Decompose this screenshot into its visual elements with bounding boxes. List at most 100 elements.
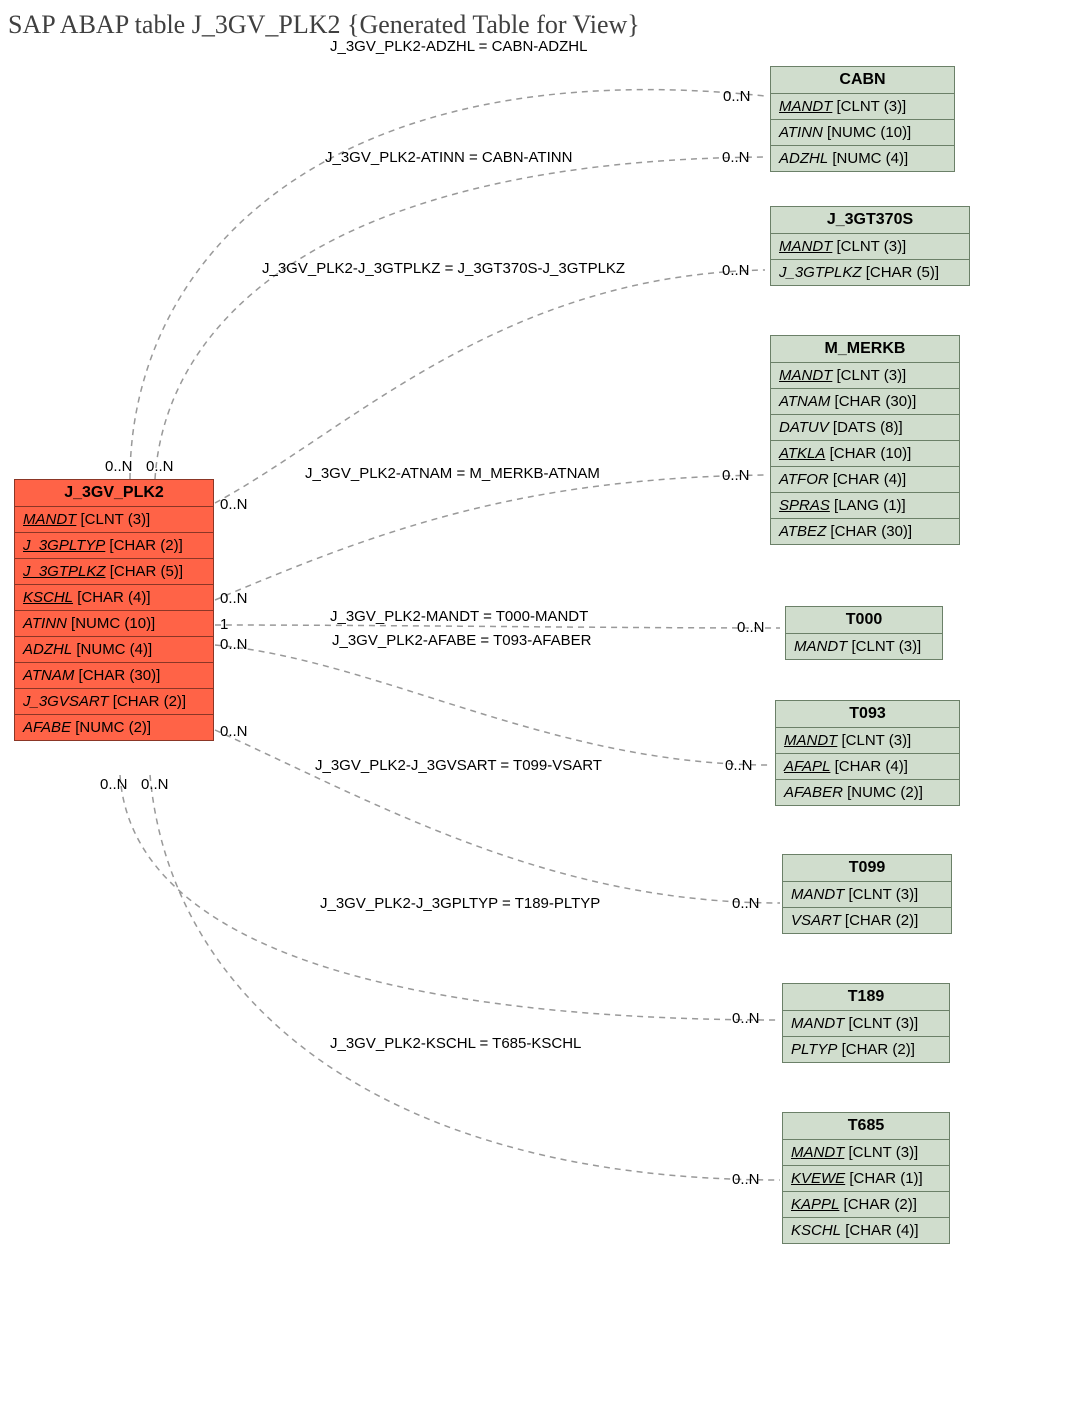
entity-t093: T093MANDT [CLNT (3)]AFAPL [CHAR (4)]AFAB… bbox=[775, 700, 960, 806]
field-row: VSART [CHAR (2)] bbox=[783, 908, 951, 933]
field-name: AFAPL bbox=[784, 758, 830, 775]
field-row: KAPPL [CHAR (2)] bbox=[783, 1192, 949, 1218]
field-type: [CHAR (5)] bbox=[106, 563, 184, 580]
field-type: [CLNT (3)] bbox=[832, 98, 906, 115]
field-row: MANDT [CLNT (3)] bbox=[776, 728, 959, 754]
field-type: [NUMC (2)] bbox=[843, 784, 923, 801]
relation-label: J_3GV_PLK2-J_3GVSART = T099-VSART bbox=[315, 757, 602, 774]
entity-header: M_MERKB bbox=[771, 336, 959, 363]
field-row: SPRAS [LANG (1)] bbox=[771, 493, 959, 519]
cardinality-label: 0..N bbox=[732, 895, 760, 912]
field-name: SPRAS bbox=[779, 497, 830, 514]
cardinality-label: 0..N bbox=[725, 757, 753, 774]
field-row: MANDT [CLNT (3)] bbox=[783, 1140, 949, 1166]
field-name: J_3GTPLKZ bbox=[23, 563, 106, 580]
field-type: [LANG (1)] bbox=[830, 497, 906, 514]
field-row: ADZHL [NUMC (4)] bbox=[15, 637, 213, 663]
field-name: MANDT bbox=[779, 367, 832, 384]
field-name: KVEWE bbox=[791, 1170, 845, 1187]
entity-header: J_3GV_PLK2 bbox=[15, 480, 213, 507]
field-name: PLTYP bbox=[791, 1041, 837, 1058]
field-row: AFABER [NUMC (2)] bbox=[776, 780, 959, 805]
field-name: AFABER bbox=[784, 784, 843, 801]
field-row: MANDT [CLNT (3)] bbox=[783, 1011, 949, 1037]
entity-t189: T189MANDT [CLNT (3)]PLTYP [CHAR (2)] bbox=[782, 983, 950, 1063]
entity-header: CABN bbox=[771, 67, 954, 94]
field-type: [DATS (8)] bbox=[829, 419, 903, 436]
field-row: KVEWE [CHAR (1)] bbox=[783, 1166, 949, 1192]
field-type: [CHAR (4)] bbox=[830, 758, 908, 775]
cardinality-label: 0..N bbox=[722, 149, 750, 166]
field-name: ATNAM bbox=[779, 393, 830, 410]
relation-label: J_3GV_PLK2-J_3GTPLKZ = J_3GT370S-J_3GTPL… bbox=[262, 260, 625, 277]
field-type: [CHAR (4)] bbox=[829, 471, 907, 488]
field-type: [CLNT (3)] bbox=[837, 732, 911, 749]
field-type: [NUMC (4)] bbox=[72, 641, 152, 658]
field-name: ATBEZ bbox=[779, 523, 826, 540]
entity-t000: T000MANDT [CLNT (3)] bbox=[785, 606, 943, 660]
field-type: [CHAR (2)] bbox=[105, 537, 183, 554]
field-name: MANDT bbox=[791, 1144, 844, 1161]
field-name: KAPPL bbox=[791, 1196, 839, 1213]
field-name: ATKLA bbox=[779, 445, 825, 462]
field-row: J_3GTPLKZ [CHAR (5)] bbox=[771, 260, 969, 285]
field-row: DATUV [DATS (8)] bbox=[771, 415, 959, 441]
field-row: PLTYP [CHAR (2)] bbox=[783, 1037, 949, 1062]
field-row: MANDT [CLNT (3)] bbox=[783, 882, 951, 908]
entity-m_merkb: M_MERKBMANDT [CLNT (3)]ATNAM [CHAR (30)]… bbox=[770, 335, 960, 545]
field-type: [CLNT (3)] bbox=[844, 886, 918, 903]
entity-header: T685 bbox=[783, 1113, 949, 1140]
field-type: [CLNT (3)] bbox=[832, 367, 906, 384]
field-type: [CHAR (4)] bbox=[73, 589, 151, 606]
cardinality-label: 0..N bbox=[146, 458, 174, 475]
cardinality-label: 0..N bbox=[220, 723, 248, 740]
field-row: ATNAM [CHAR (30)] bbox=[15, 663, 213, 689]
field-name: ATNAM bbox=[23, 667, 74, 684]
entity-header: T189 bbox=[783, 984, 949, 1011]
field-name: ADZHL bbox=[779, 150, 828, 167]
entity-header: J_3GT370S bbox=[771, 207, 969, 234]
field-row: MANDT [CLNT (3)] bbox=[771, 363, 959, 389]
field-name: KSCHL bbox=[23, 589, 73, 606]
field-row: AFABE [NUMC (2)] bbox=[15, 715, 213, 740]
relation-label: J_3GV_PLK2-ATNAM = M_MERKB-ATNAM bbox=[305, 465, 600, 482]
field-row: ATINN [NUMC (10)] bbox=[771, 120, 954, 146]
cardinality-label: 0..N bbox=[722, 467, 750, 484]
cardinality-label: 0..N bbox=[723, 88, 751, 105]
cardinality-label: 0..N bbox=[722, 262, 750, 279]
field-row: J_3GPLTYP [CHAR (2)] bbox=[15, 533, 213, 559]
field-name: MANDT bbox=[779, 98, 832, 115]
field-type: [CLNT (3)] bbox=[844, 1144, 918, 1161]
field-type: [CHAR (30)] bbox=[830, 393, 916, 410]
field-name: MANDT bbox=[779, 238, 832, 255]
cardinality-label: 1 bbox=[220, 616, 228, 633]
field-name: AFABE bbox=[23, 719, 71, 736]
field-type: [NUMC (10)] bbox=[67, 615, 155, 632]
cardinality-label: 0..N bbox=[100, 776, 128, 793]
relation-label: J_3GV_PLK2-J_3GPLTYP = T189-PLTYP bbox=[320, 895, 600, 912]
field-name: MANDT bbox=[791, 1015, 844, 1032]
field-type: [CLNT (3)] bbox=[844, 1015, 918, 1032]
field-name: DATUV bbox=[779, 419, 829, 436]
field-name: VSART bbox=[791, 912, 841, 929]
field-type: [CHAR (1)] bbox=[845, 1170, 923, 1187]
field-row: MANDT [CLNT (3)] bbox=[786, 634, 942, 659]
field-type: [CHAR (10)] bbox=[825, 445, 911, 462]
field-type: [CHAR (2)] bbox=[837, 1041, 915, 1058]
field-name: MANDT bbox=[784, 732, 837, 749]
field-row: ATNAM [CHAR (30)] bbox=[771, 389, 959, 415]
field-name: J_3GTPLKZ bbox=[779, 264, 862, 281]
field-row: J_3GTPLKZ [CHAR (5)] bbox=[15, 559, 213, 585]
field-type: [CHAR (2)] bbox=[839, 1196, 917, 1213]
field-name: ADZHL bbox=[23, 641, 72, 658]
entity-j_3gt370s: J_3GT370SMANDT [CLNT (3)]J_3GTPLKZ [CHAR… bbox=[770, 206, 970, 286]
relation-label: J_3GV_PLK2-MANDT = T000-MANDT bbox=[330, 608, 588, 625]
field-type: [CHAR (5)] bbox=[862, 264, 940, 281]
field-row: ADZHL [NUMC (4)] bbox=[771, 146, 954, 171]
field-type: [CLNT (3)] bbox=[76, 511, 150, 528]
field-row: ATKLA [CHAR (10)] bbox=[771, 441, 959, 467]
field-type: [CHAR (2)] bbox=[841, 912, 919, 929]
entity-t685: T685MANDT [CLNT (3)]KVEWE [CHAR (1)]KAPP… bbox=[782, 1112, 950, 1244]
field-type: [CHAR (2)] bbox=[109, 693, 187, 710]
cardinality-label: 0..N bbox=[220, 496, 248, 513]
